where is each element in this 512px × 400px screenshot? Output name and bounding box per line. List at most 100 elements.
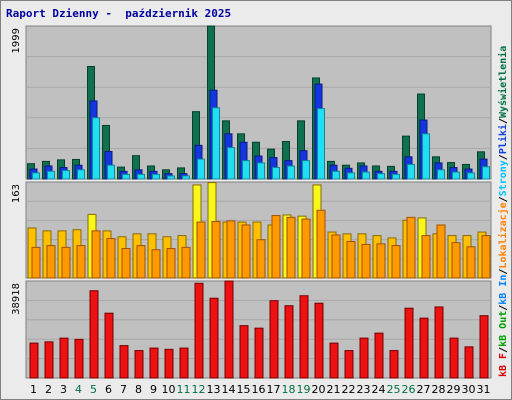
bar-kb-out-day-15 — [239, 325, 249, 379]
bar-kb-in-day-31 — [481, 235, 491, 279]
x-tick-day-18: 18 — [282, 383, 296, 396]
bar-kb-out-day-31 — [479, 315, 489, 379]
x-tick-day-28: 28 — [432, 383, 446, 396]
bar-pliki-day-16 — [257, 162, 265, 180]
bar-pliki-day-21 — [332, 170, 340, 180]
bar-kb-out-day-3 — [59, 337, 69, 379]
side-legend-item-12: Wyświetlenia — [497, 46, 509, 118]
bar-kb-out-day-13 — [209, 297, 219, 379]
bar-pliki-day-9 — [152, 173, 160, 180]
x-tick-day-17: 17 — [267, 383, 281, 396]
x-tick-day-8: 8 — [135, 383, 142, 396]
bar-kb-out-day-5 — [89, 290, 99, 379]
x-tick-day-14: 14 — [222, 383, 236, 396]
bar-pliki-day-10 — [167, 175, 175, 180]
bar-kb-out-day-11 — [179, 347, 189, 379]
x-tick-day-12: 12 — [192, 383, 206, 396]
bar-kb-out-day-1 — [29, 342, 39, 379]
x-tick-day-2: 2 — [45, 383, 52, 396]
bar-pliki-day-20 — [317, 108, 325, 180]
side-legend-item-9: / — [498, 154, 509, 160]
page-title: Raport Dzienny - październik 2025 — [6, 7, 232, 20]
bar-kb-in-day-28 — [436, 224, 446, 279]
bar-kb-out-day-19 — [299, 295, 309, 379]
x-tick-day-30: 30 — [462, 383, 476, 396]
bar-pliki-day-27 — [422, 133, 430, 180]
ymax-label-bottom: 38918 — [11, 283, 22, 315]
bar-kb-out-day-22 — [344, 350, 354, 379]
bar-pliki-day-17 — [272, 167, 280, 180]
x-tick-day-16: 16 — [252, 383, 266, 396]
bar-pliki-day-30 — [467, 172, 475, 180]
x-tick-day-22: 22 — [342, 383, 356, 396]
bar-kb-out-day-12 — [194, 282, 204, 379]
side-legend-item-6: Lokalizacje — [497, 202, 509, 268]
x-tick-day-20: 20 — [312, 383, 326, 396]
bar-pliki-day-12 — [197, 158, 205, 180]
bar-pliki-day-11 — [182, 175, 190, 180]
bar-pliki-day-5 — [92, 117, 100, 180]
bar-kb-in-day-25 — [391, 245, 401, 279]
bar-pliki-day-4 — [77, 169, 85, 180]
bar-kb-in-day-1 — [31, 246, 41, 279]
bar-kb-in-day-22 — [346, 240, 356, 279]
bar-pliki-day-6 — [107, 164, 115, 180]
x-tick-day-31: 31 — [477, 383, 491, 396]
bar-kb-in-day-13 — [211, 220, 221, 279]
bar-kb-out-day-8 — [134, 350, 144, 379]
bar-kb-out-day-21 — [329, 342, 339, 379]
side-legend-item-3: / — [498, 305, 509, 311]
bar-kb-in-day-23 — [361, 243, 371, 279]
x-tick-day-6: 6 — [105, 383, 112, 396]
bar-kb-out-day-6 — [104, 312, 114, 379]
x-tick-day-24: 24 — [372, 383, 386, 396]
side-legend-item-2: kB Out — [498, 311, 509, 347]
bar-kb-in-day-18 — [286, 216, 296, 279]
bar-pliki-day-13 — [212, 107, 220, 180]
bar-kb-in-day-6 — [106, 238, 116, 279]
bar-kb-in-day-2 — [46, 245, 56, 279]
bar-pliki-day-25 — [392, 173, 400, 180]
bar-kb-out-day-9 — [149, 347, 159, 379]
bar-kb-in-day-11 — [181, 246, 191, 279]
side-legend-item-4: kB In — [498, 275, 509, 305]
x-tick-day-19: 19 — [297, 383, 311, 396]
bar-kb-in-day-15 — [241, 224, 251, 279]
bar-pliki-day-28 — [437, 169, 445, 180]
bar-kb-in-day-4 — [76, 245, 86, 279]
bar-kb-out-day-14 — [224, 280, 234, 379]
x-tick-day-10: 10 — [162, 383, 176, 396]
bar-kb-in-day-20 — [316, 209, 326, 279]
bar-kb-out-day-2 — [44, 341, 54, 379]
bar-kb-out-day-20 — [314, 302, 324, 379]
side-legend-item-1: / — [498, 347, 509, 353]
bar-kb-in-day-7 — [121, 248, 131, 279]
bar-kb-in-day-27 — [421, 235, 431, 279]
bar-kb-out-day-27 — [419, 317, 429, 379]
bar-kb-in-day-8 — [136, 245, 146, 279]
bar-kb-in-day-17 — [271, 215, 281, 279]
bar-pliki-day-31 — [482, 166, 490, 180]
side-legend-item-11: / — [498, 118, 509, 124]
bar-pliki-day-26 — [407, 163, 415, 180]
bar-kb-in-day-3 — [61, 246, 71, 279]
ymax-label-middle: 163 — [11, 184, 22, 203]
x-tick-day-11: 11 — [177, 383, 191, 396]
side-legend-item-0: kB F — [498, 353, 509, 377]
bar-pliki-day-24 — [377, 173, 385, 180]
x-tick-day-21: 21 — [327, 383, 341, 396]
bar-pliki-day-8 — [137, 173, 145, 180]
x-tick-day-3: 3 — [60, 383, 67, 396]
bar-pliki-day-3 — [62, 170, 70, 180]
bar-pliki-day-15 — [242, 160, 250, 180]
bar-kb-out-day-26 — [404, 307, 414, 379]
bar-pliki-day-14 — [227, 147, 235, 180]
bar-kb-in-day-14 — [226, 220, 236, 279]
x-tick-day-5: 5 — [90, 383, 97, 396]
bar-kb-in-day-21 — [331, 234, 341, 279]
bar-kb-out-day-17 — [269, 300, 279, 379]
bar-kb-out-day-23 — [359, 337, 369, 379]
bar-kb-out-day-7 — [119, 345, 129, 379]
